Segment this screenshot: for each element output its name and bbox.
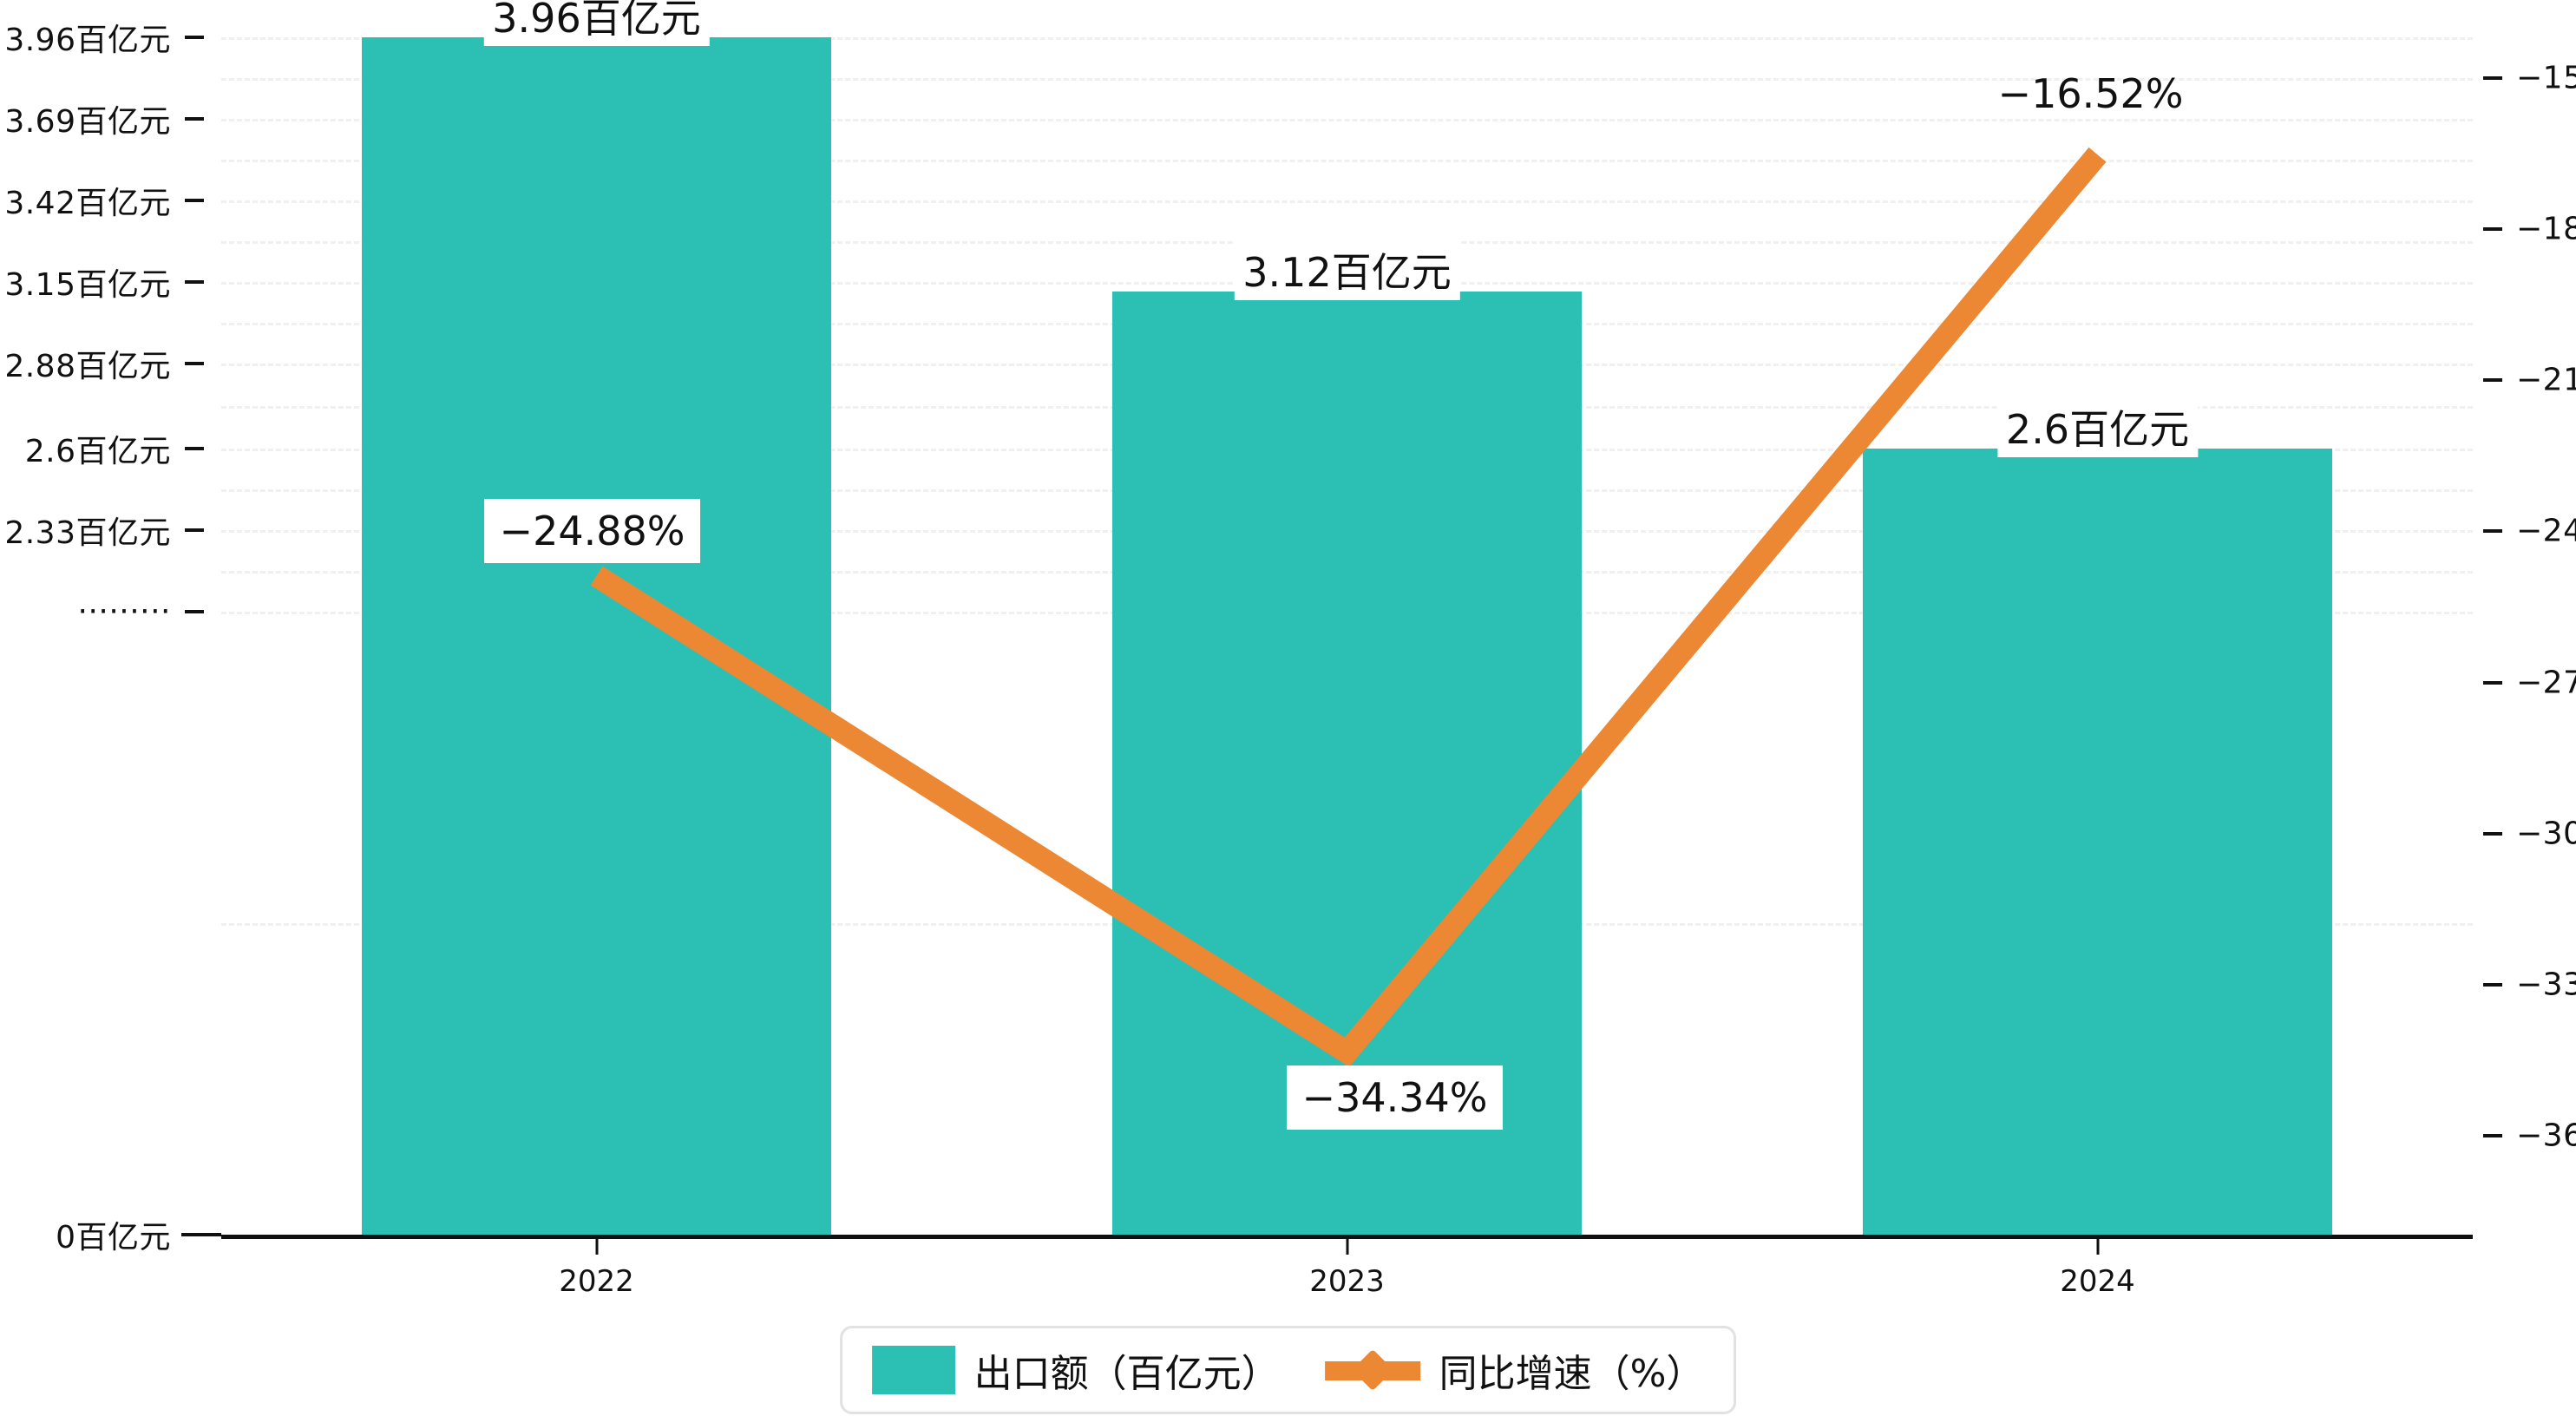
x-axis-tick-mark (2096, 1239, 2099, 1255)
y-axis-left-tick-label: 3.42百亿元 (4, 186, 171, 222)
y-axis-left-tick-mark (185, 362, 204, 366)
y-axis-left-tick-mark (181, 1233, 221, 1236)
y-axis-left-tick-label: 2.33百亿元 (4, 515, 171, 552)
y-axis-left-tick-label: 2.88百亿元 (4, 349, 171, 385)
y-axis-left-tick-label: 0百亿元 (56, 1220, 171, 1255)
y-axis-right-tick-mark (2483, 227, 2502, 232)
line-value-label-2023: −34.34% (1286, 1065, 1504, 1130)
y-axis-left-tick-mark (185, 446, 204, 450)
gridline (221, 78, 2473, 82)
bar-2024[interactable] (1863, 448, 2332, 1235)
line-value-label-2022: −24.88% (483, 498, 701, 563)
y-axis-right-tick-label: −15 (2516, 60, 2576, 96)
line-value-label-2024: −16.52% (1997, 70, 2184, 118)
y-axis-right: −15 −18 −21 −24 −27 −30 −33 −36 (2473, 0, 2576, 1416)
legend-line-diamond-icon (1324, 1346, 1420, 1394)
y-axis-left-tick-mark (185, 528, 204, 533)
y-axis-left-tick-mark (185, 36, 204, 39)
y-axis-left-tick-label: 2.6百亿元 (24, 433, 171, 469)
y-axis-right-tick-label: −24 (2516, 513, 2576, 549)
x-axis-line (221, 1235, 2473, 1239)
y-axis-left-tick-mark (185, 117, 204, 121)
y-axis-right-tick-label: −36 (2516, 1118, 2576, 1154)
y-axis-right-tick-mark (2483, 378, 2502, 383)
bar-value-label-2024: 2.6百亿元 (1996, 396, 2199, 457)
y-axis-left-tick-label: 3.96百亿元 (4, 23, 171, 58)
bar-value-label-2023: 3.12百亿元 (1234, 239, 1460, 300)
y-axis-right-tick-mark (2483, 680, 2502, 685)
chart-legend[interactable]: 出口额（百亿元） 同比增速（%） (839, 1326, 1737, 1414)
legend-label-bar: 出口额（百亿元） (973, 1352, 1280, 1396)
bar-2022[interactable] (362, 37, 831, 1235)
y-axis-right-tick-label: −33 (2516, 967, 2576, 1003)
y-axis-right-tick-label: −18 (2516, 211, 2576, 247)
y-axis-left-tick-label: ········· (77, 593, 171, 630)
y-axis-right-tick-mark (2483, 831, 2502, 836)
y-axis-right-tick-mark (2483, 982, 2502, 987)
x-axis-tick-label-2023: 2023 (1309, 1264, 1385, 1299)
y-axis-right-tick-label: −21 (2516, 362, 2576, 398)
x-axis-tick-mark (595, 1239, 598, 1255)
legend-label-line: 同比增速（%） (1439, 1352, 1705, 1396)
x-axis-tick-label-2022: 2022 (559, 1264, 634, 1299)
y-axis-right-tick-mark (2483, 76, 2502, 80)
bar-value-label-2022: 3.96百亿元 (483, 0, 710, 46)
legend-bar-swatch-icon (871, 1346, 955, 1394)
y-axis-left-tick-mark (185, 199, 204, 203)
y-axis-right-tick-label: −27 (2516, 665, 2576, 701)
y-axis-left: 3.96百亿元 3.69百亿元 3.42百亿元 3.15百亿元 2.88百亿元 2.6百亿… (0, 0, 221, 1416)
x-axis-tick-label-2024: 2024 (2060, 1264, 2135, 1299)
y-axis-left-tick-mark (185, 280, 204, 285)
y-axis-right-tick-mark (2483, 1134, 2502, 1137)
x-axis-tick-mark (1346, 1239, 1348, 1255)
y-axis-left-tick-mark (185, 610, 204, 614)
legend-item-bar[interactable]: 出口额（百亿元） (871, 1342, 1280, 1398)
legend-item-line[interactable]: 同比增速（%） (1324, 1342, 1705, 1398)
gridline (221, 37, 2473, 40)
gridline (221, 119, 2473, 122)
y-axis-left-tick-label: 3.69百亿元 (4, 104, 171, 141)
y-axis-right-tick-mark (2483, 529, 2502, 534)
y-axis-right-tick-label: −30 (2516, 816, 2576, 852)
y-axis-left-tick-label: 3.15百亿元 (4, 267, 171, 304)
